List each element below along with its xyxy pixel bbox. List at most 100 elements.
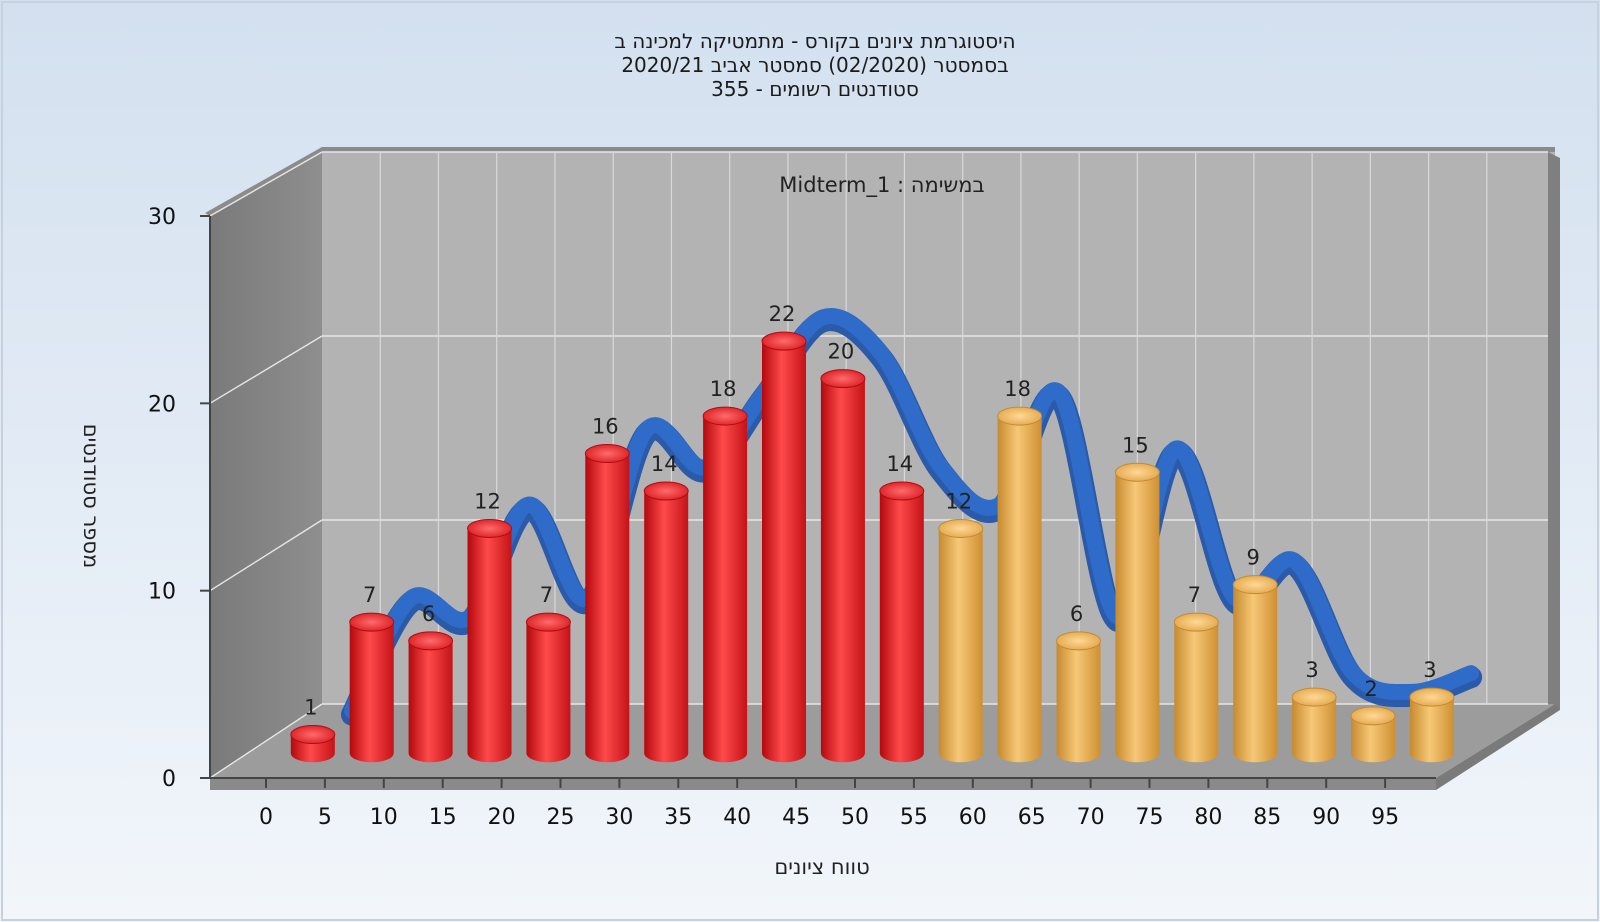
bar-top	[290, 725, 336, 745]
bar-body	[1409, 697, 1454, 763]
bar-value-label: 2	[1364, 677, 1377, 701]
bar-value-label: 6	[422, 602, 435, 626]
bar-65	[1056, 631, 1102, 763]
x-tick-label: 65	[1018, 805, 1046, 830]
y-tick-label: 0	[162, 767, 176, 792]
bar-body	[408, 640, 453, 763]
bar-body	[1115, 472, 1160, 763]
x-axis: 0 5 10 15 20 25 30 35 40 45 50 55 60 65 70 75 80 85 90 95	[210, 777, 1436, 830]
bar-85	[1291, 687, 1337, 763]
bars	[290, 331, 1455, 763]
bar-top	[1409, 687, 1455, 707]
floor-front-edge	[210, 778, 1436, 790]
bar-value-label: 18	[710, 377, 737, 401]
bar-value-label: 20	[828, 340, 855, 364]
bar-body	[585, 453, 630, 763]
floor-right-edge	[1436, 704, 1560, 790]
bar-0	[290, 725, 336, 763]
bar-top	[997, 406, 1043, 426]
bar-90	[1350, 706, 1396, 763]
bar-25	[584, 444, 630, 763]
bar-55	[938, 518, 984, 763]
bar-60	[997, 406, 1043, 763]
x-tick-label: 45	[782, 805, 810, 830]
bar-10	[408, 631, 454, 763]
bar-value-label: 12	[945, 489, 972, 513]
bar-top	[643, 481, 689, 501]
back-wall	[322, 152, 1555, 704]
left-wall	[210, 152, 322, 778]
bar-top	[1173, 612, 1219, 632]
gridline-diag	[209, 519, 323, 592]
gridline-diag	[209, 335, 323, 404]
title-line-2: בסמסטר (02/2020) סמסטר אביב 2020/21	[621, 53, 1008, 77]
bar-70	[1114, 462, 1160, 763]
bar-top	[584, 444, 630, 464]
y-tick-label: 30	[148, 205, 176, 230]
bar-50	[879, 481, 925, 763]
bar-top	[467, 518, 513, 538]
bar-body	[644, 491, 689, 763]
bar-value-label: 7	[363, 583, 376, 607]
x-tick-label: 10	[370, 805, 398, 830]
x-tick-label: 70	[1077, 805, 1105, 830]
x-tick-label: 5	[318, 805, 332, 830]
bar-value-label: 15	[1122, 433, 1149, 457]
chart-title: היסטוגרמת ציונים בקורס - מתמטיקה למכינה …	[614, 29, 1015, 101]
bar-body	[467, 528, 512, 763]
bar-top	[938, 518, 984, 538]
title-line-3: סטודנטים רשומים - 355	[711, 77, 919, 101]
x-tick-label: 90	[1312, 805, 1340, 830]
bar-top	[1232, 575, 1278, 595]
bar-top	[1114, 462, 1160, 482]
bar-value-label: 14	[651, 452, 678, 476]
bar-75	[1173, 612, 1219, 763]
bar-top	[879, 481, 925, 501]
x-tick-label: 35	[664, 805, 692, 830]
bar-80	[1232, 575, 1278, 763]
y-tick-label: 10	[148, 580, 176, 605]
bar-value-label: 3	[1305, 658, 1318, 682]
bar-body	[349, 622, 394, 763]
bar-body	[1292, 697, 1337, 763]
bar-body	[703, 416, 748, 763]
bar-body	[879, 491, 924, 763]
x-tick-label: 20	[488, 805, 516, 830]
bar-body	[1056, 640, 1101, 763]
bar-body	[1351, 715, 1396, 763]
bar-body	[1174, 622, 1219, 763]
x-tick-label: 60	[959, 805, 987, 830]
x-tick-label: 40	[723, 805, 751, 830]
x-tick-label: 80	[1194, 805, 1222, 830]
bar-value-label: 6	[1070, 602, 1083, 626]
x-tick-label: 50	[841, 805, 869, 830]
bar-value-label: 7	[540, 583, 553, 607]
x-tick-label: 25	[547, 805, 575, 830]
back-wall-right-edge	[1548, 152, 1560, 710]
x-tick-label: 95	[1371, 805, 1399, 830]
bar-35	[702, 406, 748, 763]
title-line-1: היסטוגרמת ציונים בקורס - מתמטיקה למכינה …	[614, 29, 1015, 53]
x-tick-label: 15	[429, 805, 457, 830]
bar-40	[761, 331, 807, 763]
y-axis-title: מספר סטודנטים	[79, 424, 103, 569]
bar-value-label: 12	[474, 489, 501, 513]
gridline-diag	[209, 151, 323, 217]
bar-value-labels: 1 7 6 12 7 16 14 18 22 20 14 12 18 6 15 7 9 3 2 3	[304, 302, 1436, 719]
bar-body	[997, 416, 1042, 763]
bar-value-label: 3	[1423, 658, 1436, 682]
bar-top	[1350, 706, 1396, 726]
bar-top	[702, 406, 748, 426]
bar-30	[643, 481, 689, 763]
bar-value-label: 22	[769, 302, 796, 326]
x-tick-label: 85	[1253, 805, 1281, 830]
bar-top	[408, 631, 454, 651]
bar-value-label: 9	[1247, 546, 1260, 570]
bar-value-label: 1	[304, 696, 317, 720]
x-tick-label: 55	[900, 805, 928, 830]
gridline-diag	[209, 703, 323, 779]
x-tick-label: 30	[605, 805, 633, 830]
bar-value-label: 18	[1004, 377, 1031, 401]
